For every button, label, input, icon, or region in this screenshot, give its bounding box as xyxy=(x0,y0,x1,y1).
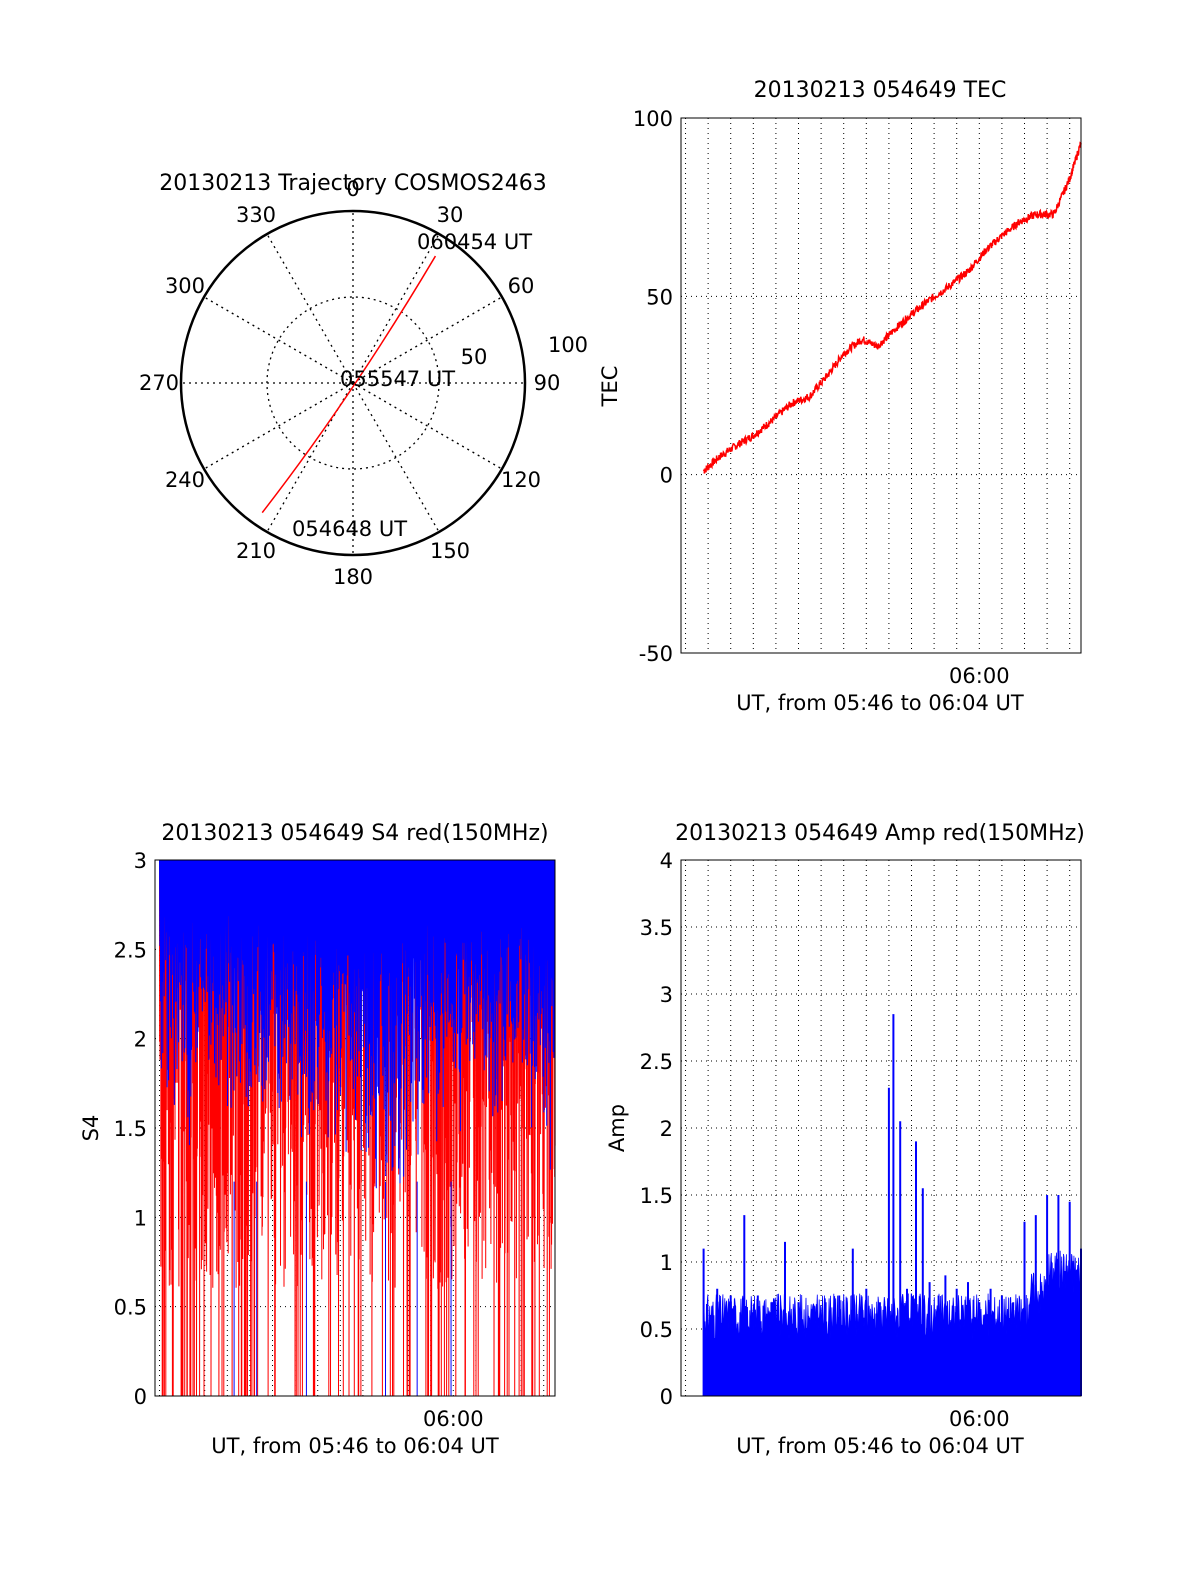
azimuth-label-270: 270 xyxy=(139,371,179,395)
amp-chart: 20130213 054649 Amp red(150MHz) 4 3.5 3 2.5… xyxy=(605,821,1085,1458)
amp-spikes xyxy=(702,1014,1082,1396)
ytick-label: 2.5 xyxy=(640,1050,673,1074)
ytick-label: 1 xyxy=(660,1251,673,1275)
track-mid-label: 055547 UT xyxy=(340,367,455,391)
polar-spoke-330 xyxy=(266,233,354,384)
s4-yticks: 3 2.5 2 1.5 1 0.5 0 xyxy=(114,849,147,1409)
ytick-label: 50 xyxy=(646,285,673,309)
polar-plot: 20130213 Trajectory COSMOS2463 0 30 60 90 12… xyxy=(139,171,588,589)
tec-xtick-label: 06:00 xyxy=(949,664,1010,688)
amp-xtick-label: 06:00 xyxy=(949,1407,1010,1431)
azimuth-label-330: 330 xyxy=(236,203,276,227)
ytick-label: 4 xyxy=(660,849,673,873)
amp-yticks: 4 3.5 3 2.5 2 1.5 1 0.5 0 xyxy=(640,849,673,1409)
tec-series-line xyxy=(702,141,1082,474)
polar-spoke-60 xyxy=(352,296,503,384)
ytick-label: 2 xyxy=(660,1117,673,1141)
azimuth-label-180: 180 xyxy=(333,565,373,589)
polar-spoke-150 xyxy=(352,382,440,533)
ytick-label: -50 xyxy=(639,642,673,666)
ytick-label: 0.5 xyxy=(114,1296,147,1320)
azimuth-label-300: 300 xyxy=(165,274,205,298)
ytick-label: 2 xyxy=(134,1028,147,1052)
s4-chart: 20130213 054649 S4 red(150MHz) 3 2.5 2 1.5 1… xyxy=(79,821,556,1458)
amp-title: 20130213 054649 Amp red(150MHz) xyxy=(675,821,1085,846)
azimuth-label-240: 240 xyxy=(165,468,205,492)
azimuth-label-90: 90 xyxy=(534,371,561,395)
polar-spoke-240 xyxy=(203,382,354,470)
azimuth-label-150: 150 xyxy=(430,539,470,563)
radial-label-50: 50 xyxy=(461,345,488,369)
azimuth-label-0: 0 xyxy=(346,177,359,201)
polar-grid xyxy=(181,211,525,555)
ytick-label: 0.5 xyxy=(640,1318,673,1342)
polar-spoke-300 xyxy=(203,296,354,384)
ytick-label: 1.5 xyxy=(640,1184,673,1208)
track-start-label: 054648 UT xyxy=(292,517,407,541)
track-end-label: 060454 UT xyxy=(417,230,532,254)
s4-ylabel: S4 xyxy=(79,1115,103,1142)
ytick-label: 1 xyxy=(134,1206,147,1230)
ytick-label: 0 xyxy=(660,1385,673,1409)
polar-spoke-120 xyxy=(352,382,503,470)
ytick-label: 2.5 xyxy=(114,938,147,962)
tec-xlabel: UT, from 05:46 to 06:04 UT xyxy=(736,691,1024,715)
azimuth-labels: 0 30 60 90 120 150 180 210 240 270 300 330 xyxy=(139,177,560,589)
amp-frame xyxy=(680,859,1082,1397)
amp-xlabel: UT, from 05:46 to 06:04 UT xyxy=(736,1434,1024,1458)
tec-chart: 20130213 054649 TEC 100 50 0 -50 06:00 UT, … xyxy=(598,78,1082,715)
amp-ylabel: Amp xyxy=(605,1104,629,1152)
s4-frame xyxy=(154,859,556,1397)
ytick-label: 0 xyxy=(134,1385,147,1409)
tec-title: 20130213 054649 TEC xyxy=(754,78,1007,103)
polar-title: 20130213 Trajectory COSMOS2463 xyxy=(159,171,546,196)
azimuth-label-30: 30 xyxy=(437,203,464,227)
tec-ylabel: TEC xyxy=(598,366,622,408)
polar-spoke-30 xyxy=(352,233,440,384)
radial-label-100: 100 xyxy=(548,333,588,357)
azimuth-label-210: 210 xyxy=(236,539,276,563)
satellite-track xyxy=(261,255,437,514)
azimuth-label-120: 120 xyxy=(501,468,541,492)
s4-xtick-label: 06:00 xyxy=(423,1407,484,1431)
s4-title: 20130213 054649 S4 red(150MHz) xyxy=(161,821,548,846)
tec-frame xyxy=(680,117,1082,654)
ytick-label: 0 xyxy=(660,464,673,488)
ytick-label: 1.5 xyxy=(114,1117,147,1141)
ytick-label: 100 xyxy=(633,107,673,131)
ytick-label: 3 xyxy=(134,849,147,873)
tec-yticks: 100 50 0 -50 xyxy=(633,107,673,666)
ytick-label: 3.5 xyxy=(640,916,673,940)
s4-xlabel: UT, from 05:46 to 06:04 UT xyxy=(211,1434,499,1458)
tec-grid xyxy=(681,117,1081,654)
azimuth-label-60: 60 xyxy=(508,274,535,298)
polar-spoke-210 xyxy=(266,382,354,533)
polar-outer-ring xyxy=(179,209,527,557)
ytick-label: 3 xyxy=(660,983,673,1007)
